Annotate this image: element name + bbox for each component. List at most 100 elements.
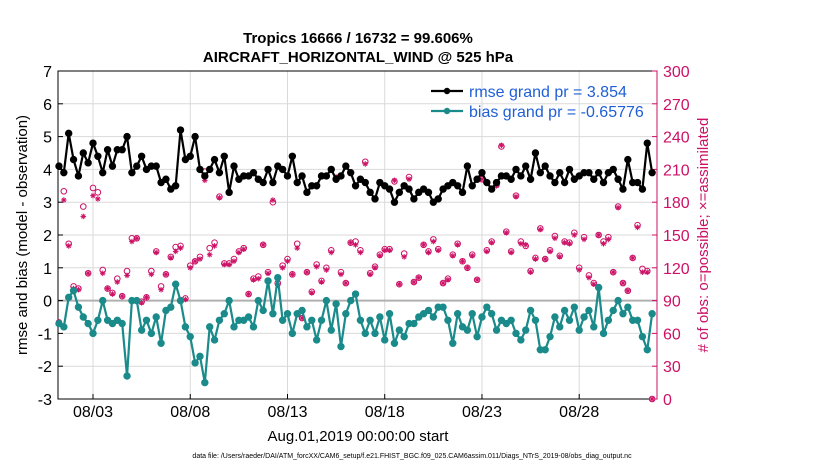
obs-assimilated-marker <box>99 270 106 277</box>
rmse-series-marker <box>536 168 545 177</box>
obs-assimilated-marker <box>308 290 315 296</box>
rmse-series-marker <box>74 172 83 180</box>
obs-possible-marker <box>79 203 87 210</box>
obs-assimilated-marker <box>518 240 524 247</box>
bias-series-marker <box>638 332 647 341</box>
rmse-series-marker <box>60 168 68 177</box>
bias-series-marker <box>633 316 642 324</box>
bias-series-marker <box>288 329 297 338</box>
obs-assimilated-marker <box>527 269 534 275</box>
obs-assimilated-marker <box>236 249 242 256</box>
rmse-series-marker <box>327 165 335 174</box>
y-tick-label: 2 <box>43 228 52 245</box>
bias-series-marker <box>580 313 588 321</box>
rmse-series-marker <box>512 165 520 174</box>
obs-assimilated-marker <box>109 291 116 297</box>
obs-assimilated-marker <box>566 240 573 247</box>
obs-assimilated-marker <box>129 238 135 245</box>
obs-assimilated-marker <box>600 240 607 247</box>
rmse-series-marker <box>619 185 627 193</box>
obs-assimilated-marker <box>148 271 155 278</box>
rmse-series-marker <box>565 165 574 174</box>
y2-axis-label: # of obs: o=possible; ×=assimilated <box>695 118 712 353</box>
rmse-series-marker <box>118 146 126 154</box>
bias-series-marker <box>585 306 593 315</box>
obs-assimilated-marker <box>595 232 602 238</box>
obs-assimilated-marker <box>362 161 369 167</box>
rmse-series-marker <box>473 175 481 183</box>
rmse-series-marker <box>94 152 102 160</box>
bias-series-marker <box>303 323 311 331</box>
obs-assimilated-marker <box>430 238 437 245</box>
obs-assimilated-marker <box>474 277 480 283</box>
obs-assimilated-marker <box>561 239 568 246</box>
rmse-series-marker <box>551 178 559 187</box>
obs-assimilated-marker <box>177 245 184 251</box>
rmse-series-marker <box>322 172 331 180</box>
rmse-series-marker <box>599 178 608 187</box>
obs-assimilated-marker <box>372 265 378 271</box>
bias-series-marker <box>463 326 472 334</box>
bias-series-marker <box>614 296 622 305</box>
rmse-series-marker <box>478 168 486 177</box>
bias-series-marker <box>361 329 369 338</box>
rmse-series-marker <box>162 175 170 183</box>
bias-series-marker <box>599 329 608 338</box>
bias-series-marker <box>99 296 107 305</box>
rmse-series-marker <box>405 185 413 193</box>
obs-assimilated-marker <box>255 275 262 282</box>
bias-series-marker <box>483 303 491 311</box>
rmse-series-marker <box>453 182 462 190</box>
rmse-series-marker <box>560 178 569 187</box>
y2-tick-label: 210 <box>663 162 690 179</box>
x-tick-label: 08/03 <box>73 404 113 421</box>
bias-series-marker <box>230 323 238 331</box>
rmse-series-marker <box>638 185 647 193</box>
obs-assimilated-marker <box>226 261 232 268</box>
rmse-series-marker <box>259 178 267 187</box>
bias-series-marker <box>619 310 627 318</box>
obs-assimilated-marker <box>65 243 72 249</box>
y-tick-label: 7 <box>43 64 52 81</box>
rmse-series-marker <box>507 175 515 183</box>
rmse-series-marker <box>171 182 180 190</box>
bias-series-marker <box>244 313 253 321</box>
obs-assimilated-marker <box>576 267 583 273</box>
bias-series-marker <box>94 316 102 324</box>
bias-series-marker <box>210 336 219 344</box>
obs-assimilated-marker <box>197 256 203 262</box>
bias-series-marker <box>312 336 321 344</box>
obs-assimilated-marker <box>391 177 398 184</box>
rmse-series-marker <box>463 162 472 170</box>
rmse-series-marker <box>89 139 97 147</box>
rmse-series-marker <box>220 152 228 160</box>
obs-assimilated-marker <box>537 226 544 233</box>
obs-assimilated-marker <box>620 280 626 286</box>
rmse-series-marker <box>269 178 277 187</box>
y2-tick-label: 90 <box>663 294 681 311</box>
chart-subtitle: AIRCRAFT_HORIZONTAL_WIND @ 525 hPa <box>203 49 514 66</box>
obs-assimilated-marker <box>313 263 320 270</box>
bias-series-marker <box>385 310 394 318</box>
bias-series-marker <box>283 310 292 318</box>
y-tick-label: 6 <box>43 97 52 114</box>
obs-assimilated-marker <box>459 258 466 265</box>
plot-area: -3 -2 -1 0 1 2 3 4 5 6 7 0 30 60 90 120 150 180 210 240 270 3… <box>38 64 690 421</box>
bias-series-marker <box>278 316 287 324</box>
obs-assimilated-marker <box>80 213 87 220</box>
rmse-series-marker <box>337 172 345 180</box>
bias-series-marker <box>249 323 258 331</box>
bias-series-marker <box>565 316 574 324</box>
obs-assimilated-marker <box>542 256 548 262</box>
rmse-series-marker <box>303 188 311 197</box>
obs-assimilated-marker <box>634 224 641 231</box>
obs-assimilated-marker <box>503 230 510 236</box>
rmse-series-marker <box>191 132 199 141</box>
rmse-series-marker <box>298 172 306 180</box>
chart-title: Tropics 16666 / 16732 = 99.606% <box>243 30 473 47</box>
obs-assimilated-marker <box>328 249 335 256</box>
bias-series-marker <box>60 323 68 331</box>
bias-series-marker <box>308 316 316 324</box>
rmse-series-marker <box>342 162 350 170</box>
